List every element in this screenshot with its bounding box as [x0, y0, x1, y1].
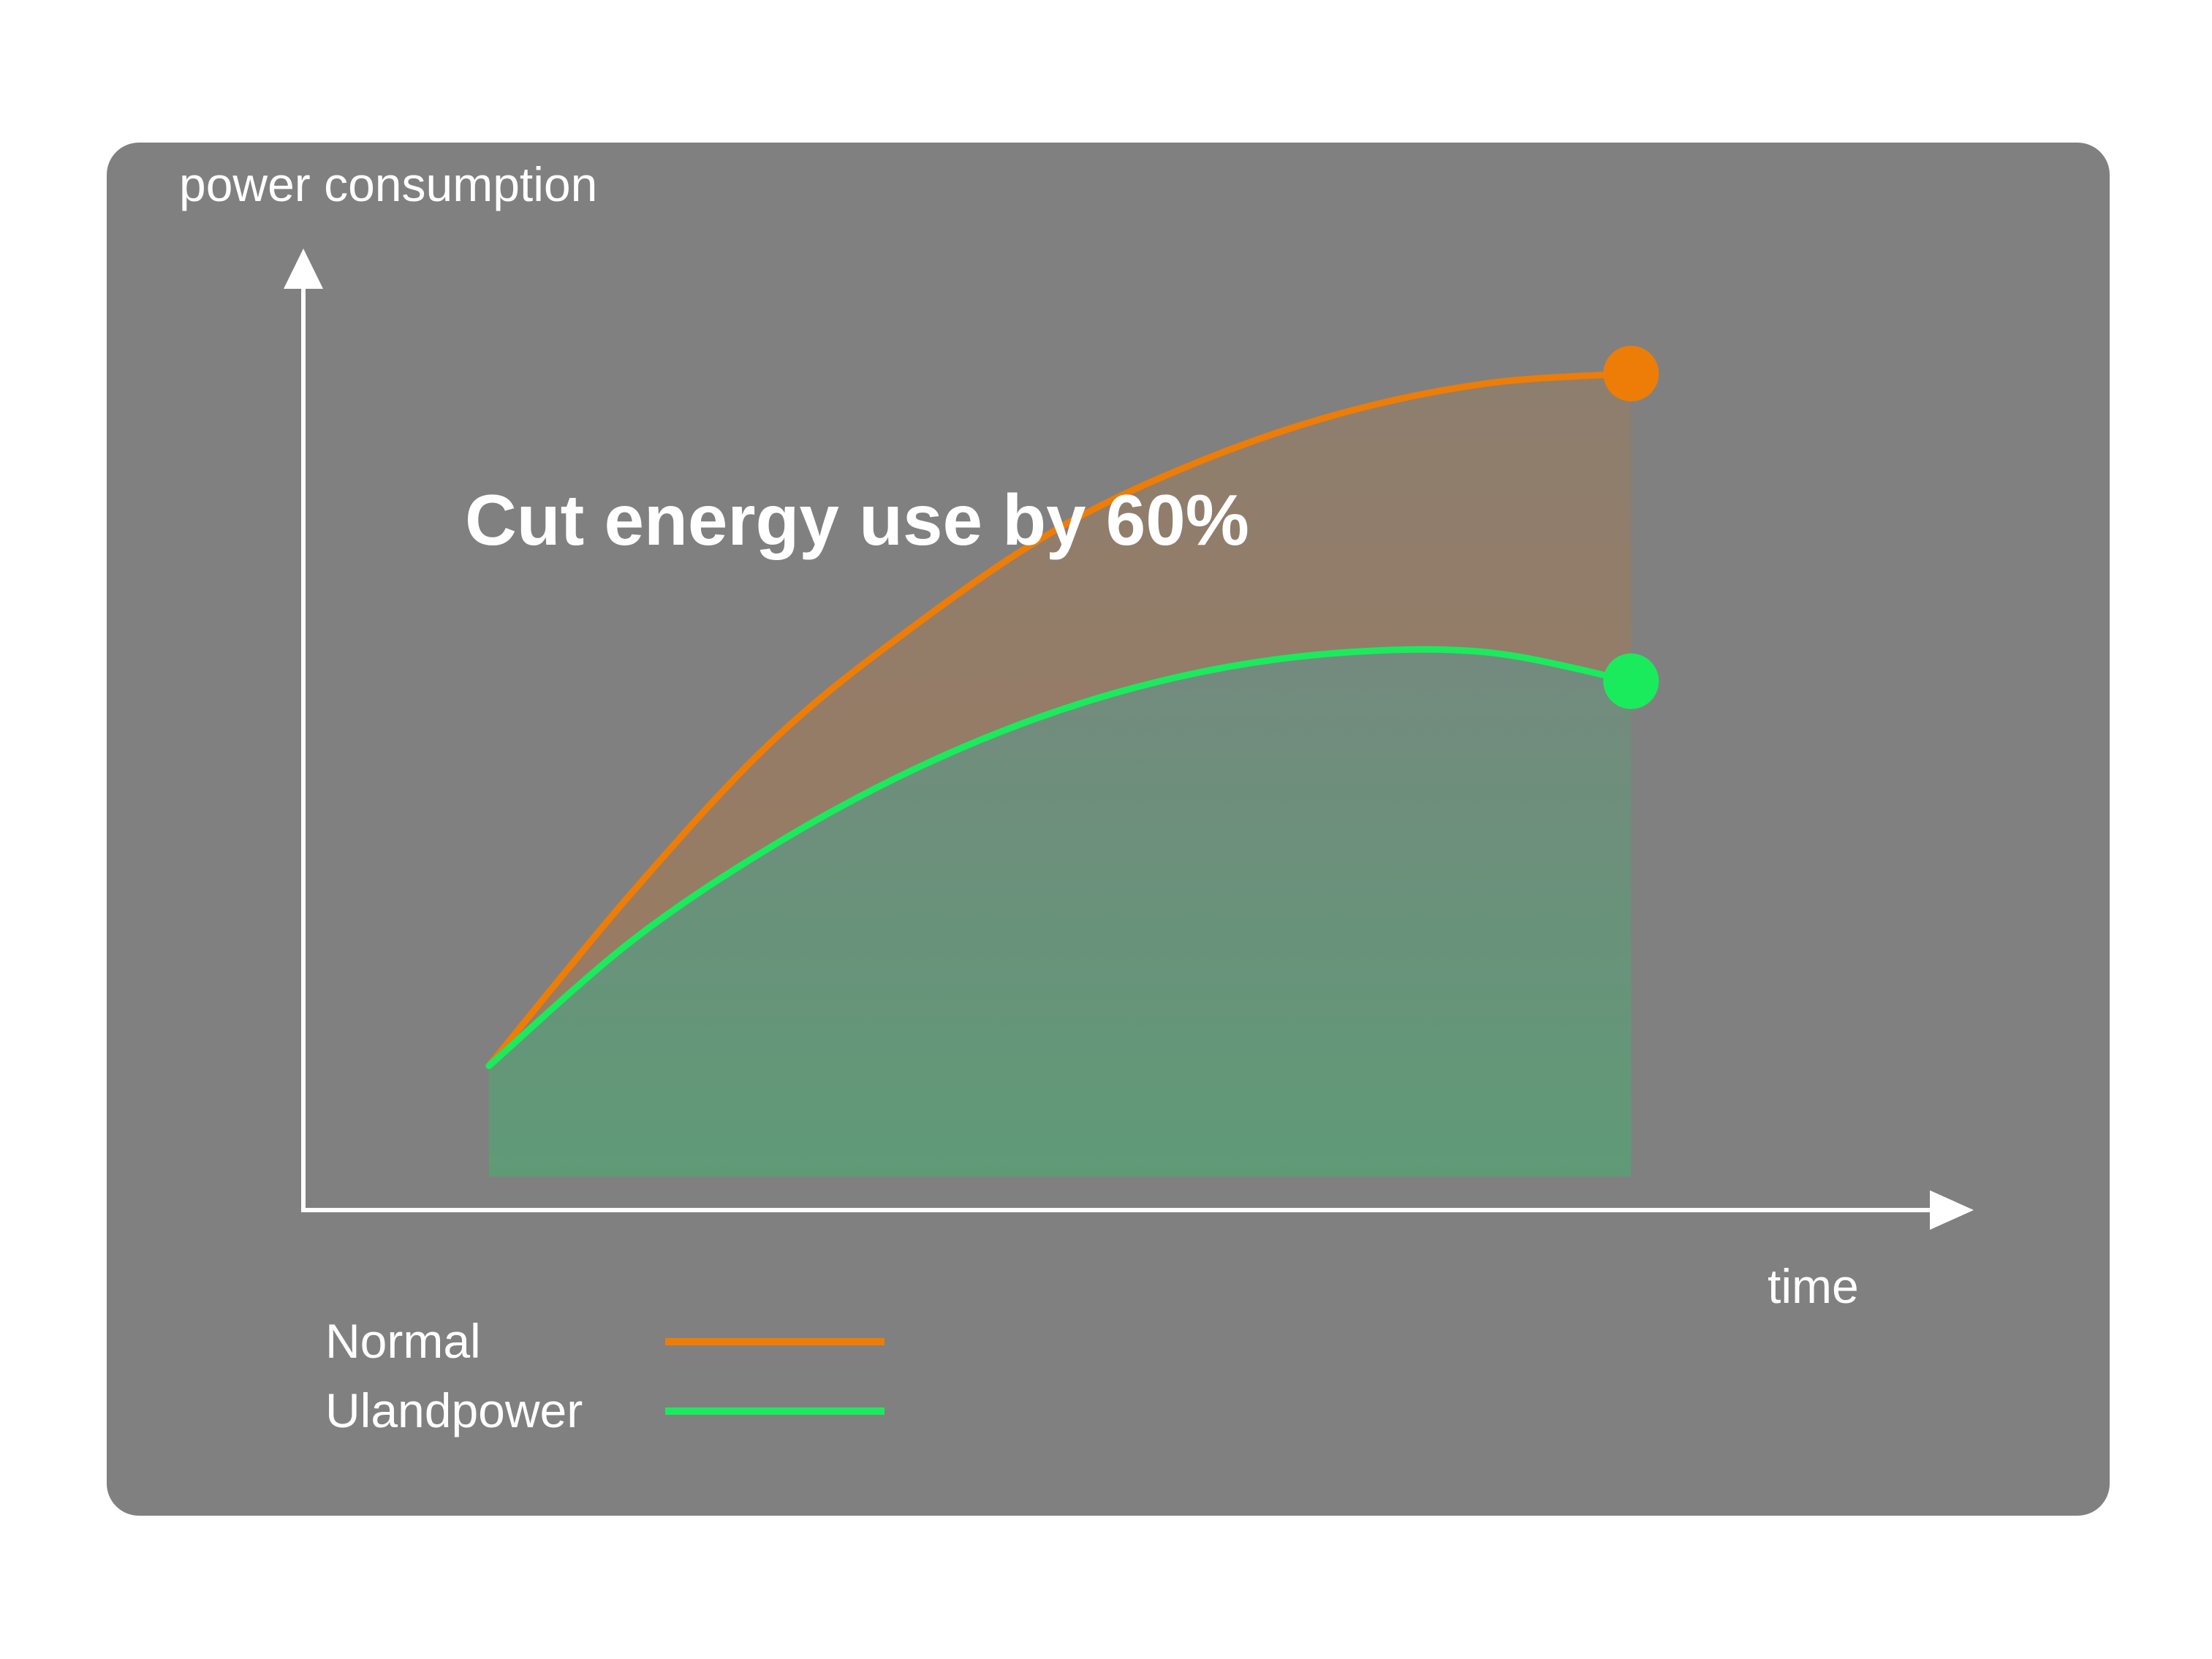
x-axis-label: time — [1768, 1259, 1859, 1313]
endpoint-ulandpower — [1603, 653, 1659, 709]
legend-label-ulandpower: Ulandpower — [325, 1383, 583, 1437]
endpoint-normal — [1603, 345, 1659, 401]
line-normal — [485, 370, 1635, 1070]
legend-label-normal: Normal — [325, 1314, 481, 1368]
x-axis-arrow — [1930, 1190, 1974, 1230]
y-axis-label: power consumption — [179, 157, 597, 211]
area-ulandpower — [488, 649, 1632, 1176]
chart-annotation: Cut energy use by 60% — [465, 480, 1249, 560]
y-axis-arrow — [284, 249, 323, 289]
line-ulandpower — [485, 646, 1635, 1070]
legend: Normal Ulandpower — [325, 1314, 885, 1437]
